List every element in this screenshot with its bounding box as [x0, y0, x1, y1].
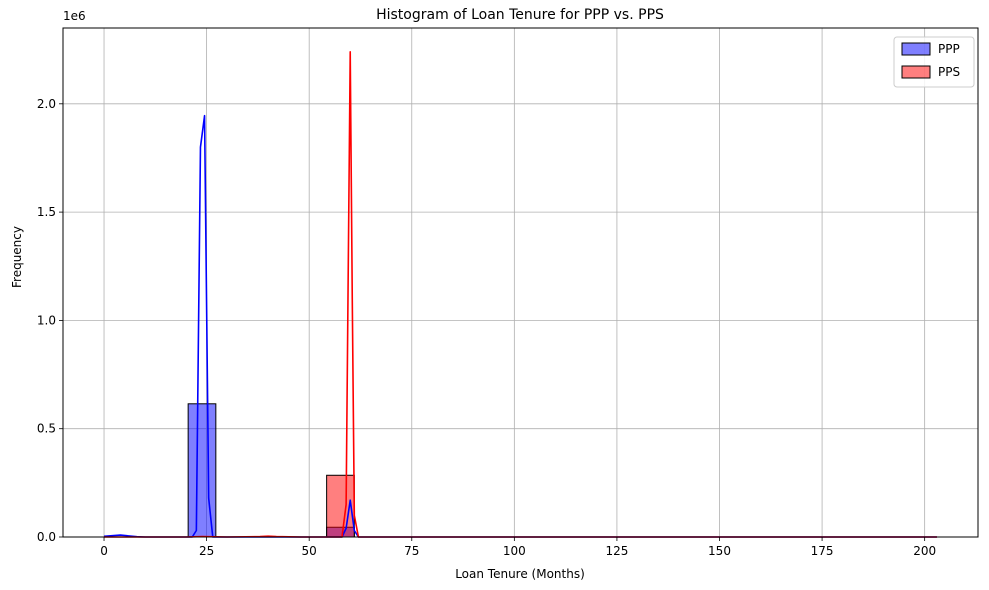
x-tick-label: 50	[302, 544, 317, 558]
legend: PPP PPS	[893, 36, 975, 88]
chart-title: Histogram of Loan Tenure for PPP vs. PPS	[376, 7, 664, 23]
y-axis-label: Frequency	[10, 226, 24, 288]
legend-swatch-ppp	[901, 42, 931, 56]
x-tick-label: 150	[708, 544, 731, 558]
y-tick-label: 2.0	[37, 97, 56, 111]
x-axis-label: Loan Tenure (Months)	[455, 567, 585, 581]
x-tick-label: 75	[404, 544, 419, 558]
y-tick-label: 1.5	[37, 205, 56, 219]
plot-frame	[62, 27, 979, 538]
x-axis-ticks: 0 25 50 75 100 125 150 175 200	[100, 537, 936, 558]
histogram-bar-pps	[326, 474, 355, 538]
x-tick-label: 0	[100, 544, 108, 558]
y-scale-multiplier: 1e6	[63, 9, 86, 23]
x-tick-label: 100	[503, 544, 526, 558]
legend-label-ppp: PPP	[938, 42, 960, 56]
y-tick-label: 0.0	[37, 530, 56, 544]
x-tick-label: 125	[605, 544, 628, 558]
legend-swatch-pps	[901, 65, 931, 79]
histogram-bar-ppp	[187, 403, 217, 538]
x-tick-label: 25	[199, 544, 214, 558]
y-tick-label: 1.0	[37, 313, 56, 327]
legend-label-pps: PPS	[938, 65, 960, 79]
kde-line-ppp	[103, 114, 937, 538]
x-tick-label: 175	[811, 544, 834, 558]
y-tick-label: 0.5	[37, 422, 56, 436]
x-tick-label: 200	[913, 544, 936, 558]
y-axis-ticks: 0.0 0.5 1.0 1.5 2.0	[37, 97, 63, 544]
